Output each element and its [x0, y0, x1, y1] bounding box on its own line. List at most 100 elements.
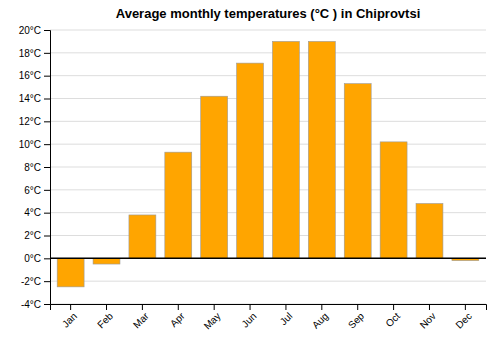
y-tick-mark: [44, 121, 50, 122]
y-tick-mark: [44, 53, 50, 54]
grid-line: [50, 52, 486, 53]
bar: [272, 41, 299, 258]
y-tick-label: 6°C: [24, 185, 41, 196]
x-tick-label: Oct: [383, 310, 402, 329]
y-tick-label: 10°C: [19, 139, 41, 150]
y-tick-mark: [44, 190, 50, 191]
y-tick-label: 8°C: [24, 162, 41, 173]
x-axis: Jan Feb Mar Apr May Jun Jul Aug Sep Oct Nov Dec: [51, 304, 487, 332]
y-tick-mark: [44, 236, 50, 237]
grid: [50, 30, 486, 304]
x-tick: Jan: [60, 304, 79, 330]
bar: [380, 142, 407, 258]
y-tick-mark: [44, 30, 50, 31]
chart: -4°C -2°C 0°C 2°C 4°C 6°C 8°C 10°C 12°C 14°C 16°C 1…: [0, 0, 500, 350]
y-axis: -4°C -2°C 0°C 2°C 4°C 6°C 8°C 10°C 12°C 14°C 16°C 1…: [19, 25, 51, 310]
x-tick-label: Dec: [453, 310, 473, 330]
y-tick-label: -4°C: [21, 299, 41, 310]
y-tick-mark: [44, 213, 50, 214]
y-tick: 0°C: [24, 253, 50, 264]
x-tick-mark: [142, 304, 143, 310]
zero-line: [50, 258, 486, 260]
x-tick-label: Jul: [278, 310, 295, 327]
y-tick: 8°C: [24, 162, 50, 173]
y-tick: 2°C: [24, 230, 50, 241]
y-axis-line: [44, 31, 51, 305]
x-tick-mark: [214, 304, 215, 310]
x-tick-mark: [321, 304, 322, 310]
x-tick-mark: [178, 304, 179, 310]
x-tick: Aug: [310, 304, 330, 331]
x-tick-label: Nov: [418, 310, 438, 330]
y-tick: 4°C: [24, 207, 50, 218]
x-tick-label: Mar: [131, 310, 151, 330]
x-tick: May: [202, 304, 223, 332]
grid-line: [50, 98, 486, 99]
y-tick: 14°C: [19, 93, 50, 104]
x-tick-label: Sep: [346, 310, 367, 331]
x-tick-mark: [357, 304, 358, 310]
bar: [416, 204, 443, 259]
x-tick: Sep: [346, 304, 367, 331]
y-tick: 18°C: [19, 48, 50, 59]
x-tick: Mar: [131, 304, 151, 330]
y-tick: 16°C: [19, 70, 50, 81]
x-tick-mark: [465, 304, 466, 310]
y-tick-mark: [44, 167, 50, 168]
bar: [129, 215, 156, 258]
bar: [201, 96, 228, 258]
y-tick-label: 0°C: [24, 253, 41, 264]
y-tick-mark: [44, 76, 50, 77]
bar: [344, 84, 371, 259]
grid-line: [50, 167, 486, 168]
bar: [57, 258, 84, 287]
x-tick-label: Feb: [95, 310, 115, 330]
x-tick-label: Jan: [60, 310, 79, 329]
grid-line: [50, 144, 486, 145]
y-tick: 6°C: [24, 185, 50, 196]
y-tick-label: 4°C: [24, 207, 41, 218]
x-tick: Jun: [239, 304, 258, 330]
x-tick: Feb: [95, 304, 115, 330]
x-tick: Dec: [453, 304, 473, 331]
y-tick-mark: [44, 281, 50, 282]
grid-line: [50, 121, 486, 122]
bar: [237, 63, 264, 258]
y-tick-label: 16°C: [19, 70, 41, 81]
x-tick-label: Aug: [310, 310, 330, 330]
bars: [57, 41, 479, 286]
x-tick: Jul: [278, 304, 295, 327]
y-tick-label: 14°C: [19, 93, 41, 104]
y-tick: 12°C: [19, 116, 50, 127]
y-tick-label: 18°C: [19, 48, 41, 59]
bar: [308, 41, 335, 258]
x-tick-mark: [106, 304, 107, 310]
y-tick-label: 2°C: [24, 230, 41, 241]
x-axis-line: [51, 305, 487, 311]
x-tick-mark: [393, 304, 394, 310]
title: Average monthly temperatures (°C ) in Ch…: [116, 6, 421, 21]
x-tick: Oct: [383, 304, 402, 329]
y-tick-mark: [44, 258, 50, 259]
x-tick-label: Apr: [168, 310, 187, 329]
x-tick-mark: [285, 304, 286, 310]
y-tick-label: 12°C: [19, 116, 41, 127]
plot: -4°C -2°C 0°C 2°C 4°C 6°C 8°C 10°C 12°C 14°C 16°C 1…: [19, 25, 487, 332]
y-tick-label: -2°C: [21, 276, 41, 287]
x-tick-mark: [429, 304, 430, 310]
x-tick-label: May: [202, 310, 223, 331]
x-tick-mark: [70, 304, 71, 310]
grid-line: [50, 75, 486, 76]
y-tick: -4°C: [21, 299, 50, 310]
bar: [165, 152, 192, 258]
grid-line: [50, 281, 486, 282]
grid-line: [50, 189, 486, 190]
y-tick-label: 20°C: [19, 25, 41, 36]
x-tick-mark: [250, 304, 251, 310]
x-tick: Nov: [418, 304, 438, 331]
x-tick-label: Jun: [239, 310, 258, 329]
x-tick: Apr: [168, 304, 187, 329]
grid-line: [50, 30, 486, 31]
y-tick-mark: [44, 304, 50, 305]
y-tick-mark: [44, 144, 50, 145]
